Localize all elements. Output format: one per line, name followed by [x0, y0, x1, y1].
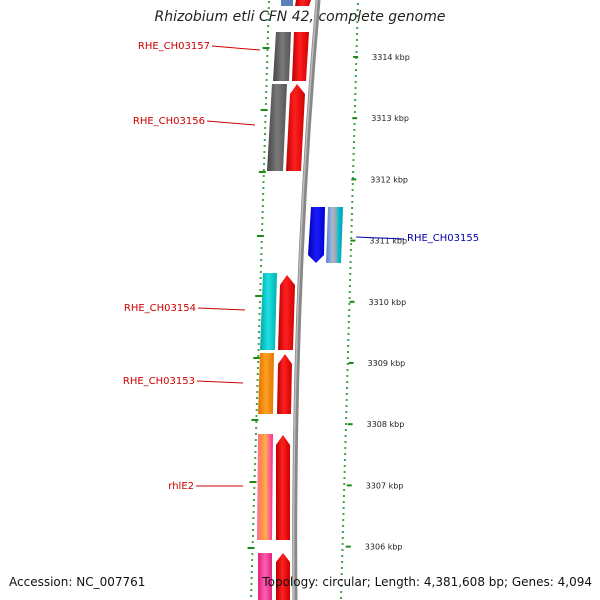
- ruler-tick-label: 3310 kbp: [368, 298, 406, 307]
- gene-labels: RHE_CH03157 RHE_CH03156 RHE_CH03155 RHE_…: [123, 41, 479, 492]
- gene-cog-block: [258, 353, 274, 414]
- gene-label-rhe-ch03156[interactable]: RHE_CH03156: [133, 116, 205, 127]
- gene-label-rhe-ch03154[interactable]: RHE_CH03154: [124, 303, 196, 314]
- genome-backbone-highlight: [292, 0, 318, 600]
- map-title: Rhizobium etli CFN 42, complete genome: [154, 9, 446, 25]
- ruler-tick-label: 3312 kbp: [370, 175, 408, 184]
- gene-cog-block: [257, 434, 273, 540]
- gene-arrow-reverse: [276, 553, 290, 600]
- ruler-tick-label: 3308 kbp: [367, 420, 405, 429]
- gene-cog-block: [258, 553, 272, 600]
- gene-label-group[interactable]: rhlE2: [168, 481, 243, 492]
- gene-label-group[interactable]: RHE_CH03156: [133, 116, 256, 127]
- ruler-tick-label: 3313 kbp: [371, 114, 409, 123]
- gene-arrow-reverse: [292, 32, 309, 81]
- accession-text: Accession: NC_007761: [9, 575, 146, 589]
- gene-arrow-reverse: [277, 354, 292, 414]
- gene-cog-block: [267, 84, 287, 171]
- ruler-tick-label: 3307 kbp: [366, 481, 404, 490]
- ruler-tick-label: 3311 kbp: [369, 237, 407, 246]
- gene-label-rhe-ch03153[interactable]: RHE_CH03153: [123, 376, 195, 387]
- ruler-tick-label: 3306 kbp: [365, 543, 403, 552]
- gene-cog-block: [273, 32, 291, 81]
- gene-arrow-reverse: [295, 0, 311, 6]
- gene-arrow-reverse: [286, 84, 305, 171]
- ruler-tick-label: 3314 kbp: [372, 53, 410, 62]
- gene-arrow-forward: [308, 207, 325, 263]
- genome-summary-text: Topology: circular; Length: 4,381,608 bp…: [262, 575, 592, 589]
- gene-features: [257, 0, 343, 600]
- gene-label-group[interactable]: RHE_CH03153: [123, 376, 244, 387]
- ruler-tick-label: 3309 kbp: [368, 359, 406, 368]
- gene-cog-block: [326, 207, 343, 263]
- gene-label-rhe-ch03155[interactable]: RHE_CH03155: [407, 233, 479, 244]
- genome-backbone: [292, 0, 321, 600]
- gene-label-group[interactable]: RHE_CH03154: [124, 303, 246, 314]
- gene-label-rhe-ch03157[interactable]: RHE_CH03157: [138, 41, 210, 52]
- gene-arrow-reverse: [278, 275, 295, 350]
- gene-cog-block: [281, 0, 293, 6]
- gene-label-group[interactable]: RHE_CH03155: [355, 233, 479, 244]
- gene-arrow-reverse: [276, 435, 290, 540]
- gene-cog-block: [260, 273, 277, 350]
- gene-label-rhle2[interactable]: rhlE2: [168, 481, 194, 492]
- kbp-ruler: 3314 kbp 3313 kbp 3312 kbp 3311 kbp 3310 kbp…: [345, 53, 410, 552]
- gene-label-group[interactable]: RHE_CH03157: [138, 41, 261, 52]
